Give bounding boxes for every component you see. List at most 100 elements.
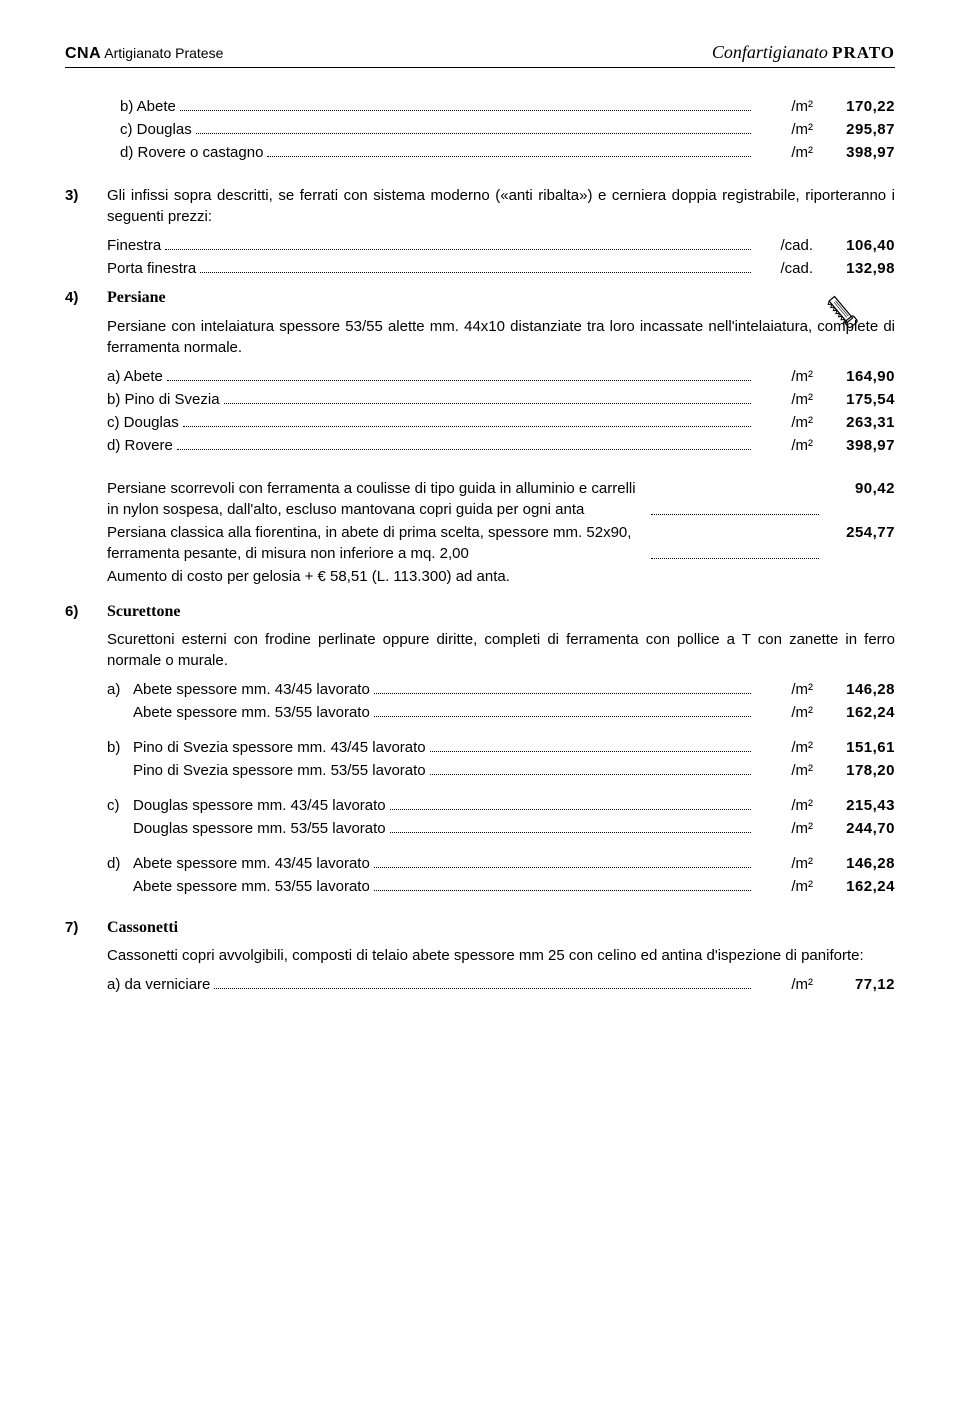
item-value: 151,61 bbox=[823, 737, 895, 758]
item-label: Douglas spessore mm. 43/45 lavorato bbox=[133, 795, 386, 816]
group-d: d) Abete spessore mm. 43/45 lavorato /m²… bbox=[107, 853, 895, 897]
item-unit: /m² bbox=[755, 795, 813, 816]
item-unit: /m² bbox=[755, 412, 813, 433]
dots bbox=[196, 133, 751, 134]
item-value: 215,43 bbox=[823, 795, 895, 816]
item-value: 162,24 bbox=[823, 876, 895, 897]
item-unit: /m² bbox=[755, 389, 813, 410]
dots bbox=[374, 867, 751, 868]
group-c: c) Douglas spessore mm. 43/45 lavorato /… bbox=[107, 795, 895, 839]
section-number: 7) bbox=[65, 917, 107, 938]
item-value: 162,24 bbox=[823, 702, 895, 723]
item-unit: /m² bbox=[755, 435, 813, 456]
saw-icon bbox=[819, 287, 863, 337]
section-4: 4) Persiane Persiane con intelaiatura sp… bbox=[65, 287, 895, 594]
price-line: d) Rovere o castagno /m² 398,97 bbox=[120, 142, 895, 163]
section-4-title: Persiane bbox=[107, 287, 895, 309]
dots bbox=[200, 272, 751, 273]
item-label: Porta finestra bbox=[107, 258, 196, 279]
dots bbox=[180, 110, 751, 111]
item-label: Pino di Svezia spessore mm. 53/55 lavora… bbox=[133, 760, 426, 781]
note-line: Persiana classica alla fiorentina, in ab… bbox=[107, 522, 895, 564]
item-unit: /m² bbox=[755, 702, 813, 723]
price-line: b) Pino di Svezia /m² 175,54 bbox=[107, 389, 895, 410]
item-label: a) da verniciare bbox=[107, 974, 210, 995]
section-7-title: Cassonetti bbox=[107, 917, 895, 939]
section-body: Scurettone Scurettoni esterni con frodin… bbox=[107, 601, 895, 911]
note-value: 90,42 bbox=[823, 478, 895, 499]
price-line: Finestra /cad. 106,40 bbox=[107, 235, 895, 256]
item-unit: /cad. bbox=[755, 258, 813, 279]
group-prefix: b) bbox=[107, 737, 133, 758]
dots bbox=[267, 156, 751, 157]
section-body: Gli infissi sopra descritti, se ferrati … bbox=[107, 185, 895, 281]
dots bbox=[430, 751, 751, 752]
group-a: a) Abete spessore mm. 43/45 lavorato /m²… bbox=[107, 679, 895, 723]
item-value: 244,70 bbox=[823, 818, 895, 839]
section-number: 6) bbox=[65, 601, 107, 622]
item-unit: /m² bbox=[755, 876, 813, 897]
item-value: 106,40 bbox=[823, 235, 895, 256]
item-label: a) Abete bbox=[107, 366, 163, 387]
price-line: Porta finestra /cad. 132,98 bbox=[107, 258, 895, 279]
item-label: b) Abete bbox=[120, 96, 176, 117]
item-value: 146,28 bbox=[823, 853, 895, 874]
item-value: 398,97 bbox=[823, 435, 895, 456]
item-label: Douglas spessore mm. 53/55 lavorato bbox=[133, 818, 386, 839]
dots bbox=[214, 988, 751, 989]
dots bbox=[167, 380, 751, 381]
dots bbox=[374, 890, 751, 891]
item-label: Pino di Svezia spessore mm. 43/45 lavora… bbox=[133, 737, 426, 758]
item-unit: /m² bbox=[755, 974, 813, 995]
section-3-intro: Gli infissi sopra descritti, se ferrati … bbox=[107, 185, 895, 227]
price-line: b) Abete /m² 170,22 bbox=[120, 96, 895, 117]
section-6: 6) Scurettone Scurettoni esterni con fro… bbox=[65, 601, 895, 911]
section-body: Persiane Persiane con intelaiatura spess… bbox=[107, 287, 895, 594]
item-unit: /m² bbox=[755, 96, 813, 117]
dots bbox=[165, 249, 751, 250]
item-unit: /cad. bbox=[755, 235, 813, 256]
item-unit: /m² bbox=[755, 760, 813, 781]
price-line: Douglas spessore mm. 53/55 lavorato /m² … bbox=[107, 818, 895, 839]
group-prefix: c) bbox=[107, 795, 133, 816]
item-value: 263,31 bbox=[823, 412, 895, 433]
item-value: 175,54 bbox=[823, 389, 895, 410]
section-6-title: Scurettone bbox=[107, 601, 895, 623]
note-line: Persiane scorrevoli con ferramenta a cou… bbox=[107, 478, 895, 520]
note-text: Persiana classica alla fiorentina, in ab… bbox=[107, 522, 647, 564]
top-items: b) Abete /m² 170,22 c) Douglas /m² 295,8… bbox=[65, 96, 895, 163]
header-artigianato: Artigianato Pratese bbox=[104, 45, 223, 61]
item-value: 178,20 bbox=[823, 760, 895, 781]
item-value: 295,87 bbox=[823, 119, 895, 140]
item-value: 132,98 bbox=[823, 258, 895, 279]
item-unit: /m² bbox=[755, 679, 813, 700]
section-7-intro: Cassonetti copri avvolgibili, composti d… bbox=[107, 945, 895, 966]
header-prato: PRATO bbox=[832, 43, 895, 62]
price-line: Abete spessore mm. 53/55 lavorato /m² 16… bbox=[107, 702, 895, 723]
group-b: b) Pino di Svezia spessore mm. 43/45 lav… bbox=[107, 737, 895, 781]
header-confartigianato: Confartigianato bbox=[712, 42, 828, 62]
header-cna: CNA bbox=[65, 45, 101, 62]
item-label: c) Douglas bbox=[107, 412, 179, 433]
price-line: a) Abete /m² 164,90 bbox=[107, 366, 895, 387]
note-value: 254,77 bbox=[823, 522, 895, 543]
section-number: 3) bbox=[65, 185, 107, 206]
section-number: 4) bbox=[65, 287, 107, 308]
price-line: c) Douglas /m² 263,31 bbox=[107, 412, 895, 433]
item-label: Abete spessore mm. 43/45 lavorato bbox=[133, 853, 370, 874]
section-4-intro: Persiane con intelaiatura spessore 53/55… bbox=[107, 316, 895, 358]
price-line: Abete spessore mm. 53/55 lavorato /m² 16… bbox=[107, 876, 895, 897]
item-value: 164,90 bbox=[823, 366, 895, 387]
item-value: 170,22 bbox=[823, 96, 895, 117]
item-value: 77,12 bbox=[823, 974, 895, 995]
dots bbox=[651, 514, 819, 515]
item-label: Abete spessore mm. 43/45 lavorato bbox=[133, 679, 370, 700]
item-value: 146,28 bbox=[823, 679, 895, 700]
dots bbox=[177, 449, 751, 450]
header-right: Confartigianato PRATO bbox=[712, 40, 895, 65]
section-4-augment: Aumento di costo per gelosia + € 58,51 (… bbox=[107, 566, 895, 587]
section-3: 3) Gli infissi sopra descritti, se ferra… bbox=[65, 185, 895, 281]
price-line: d) Rovere /m² 398,97 bbox=[107, 435, 895, 456]
section-7: 7) Cassonetti Cassonetti copri avvolgibi… bbox=[65, 917, 895, 997]
dots bbox=[183, 426, 751, 427]
